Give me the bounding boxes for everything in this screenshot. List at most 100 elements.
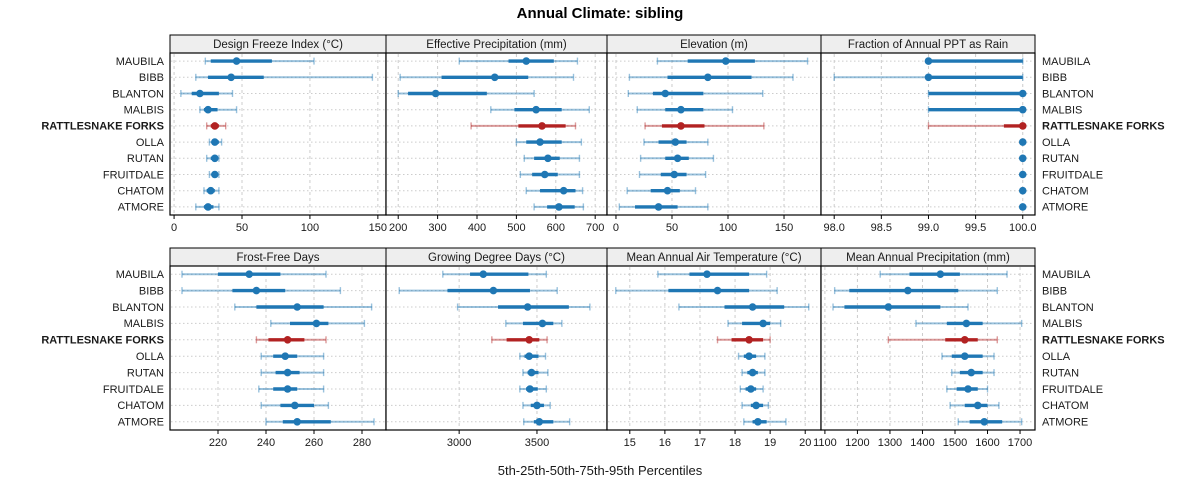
- median-dot: [1018, 154, 1027, 163]
- panel-title: Growing Degree Days (°C): [428, 252, 565, 264]
- site-label: CHATOM: [1042, 400, 1089, 412]
- median-dot: [745, 336, 753, 344]
- axis-tick-label: 1600: [975, 437, 999, 449]
- median-dot: [960, 336, 969, 344]
- error-bar: [398, 286, 558, 295]
- site-labels-left: MAUBILA BIBB BLANTON MALBIS RATTLESNAKE FORK…: [41, 269, 164, 429]
- axis-tick-label: 98.5: [871, 222, 892, 234]
- site-label: RATTLESNAKE FORKS: [1042, 121, 1165, 133]
- panel-mean-annual-precipitation-mm: Mean Annual Precipitation (mm) 1100 1200 13…: [813, 247, 1036, 449]
- median-dot: [904, 286, 912, 295]
- panel-title: Effective Precipitation (mm): [426, 39, 567, 51]
- error-bar: [627, 89, 764, 98]
- axis-tick-label: 220: [209, 437, 227, 449]
- x-axis: 15 16 17 18 19 20: [624, 430, 811, 449]
- median-dot: [670, 170, 679, 179]
- axis-tick-label: 280: [353, 437, 371, 449]
- axis-tick-label: 1700: [1008, 437, 1032, 449]
- gridlines: [173, 54, 379, 214]
- x-axis: 220 240 260 280: [209, 430, 371, 449]
- site-label: CHATOM: [1042, 186, 1089, 198]
- axis-tick-label: 100: [301, 222, 319, 234]
- error-bar: [927, 122, 1027, 130]
- error-bar: [737, 352, 766, 361]
- median-dot: [204, 203, 212, 211]
- gridlines: [217, 267, 363, 429]
- error-bar: [442, 270, 548, 279]
- site-label: MAUBILA: [116, 56, 165, 68]
- axis-tick-label: 3500: [525, 437, 549, 449]
- median-dot: [752, 401, 760, 410]
- median-dot: [1018, 170, 1027, 179]
- error-bar: [195, 73, 374, 82]
- site-label: BIBB: [139, 72, 164, 84]
- median-dot: [283, 368, 292, 377]
- error-bar: [203, 186, 220, 195]
- error-bar: [626, 186, 697, 195]
- percentiles-caption: 5th-25th-50th-75th-95th Percentiles: [497, 463, 703, 478]
- error-bar: [1018, 170, 1027, 179]
- panel-title: Fraction of Annual PPT as Rain: [848, 39, 1008, 51]
- axis-tick-label: 400: [468, 222, 486, 234]
- axis-tick-label: 50: [236, 222, 248, 234]
- error-bar: [887, 336, 998, 344]
- median-dot: [489, 286, 498, 295]
- axis-tick-label: 20: [799, 437, 811, 449]
- median-dot: [555, 203, 563, 211]
- site-label: BLANTON: [1042, 302, 1094, 314]
- axis-tick-label: 1100: [813, 437, 837, 449]
- panel-frost-free-days: Frost-Free Days 220 240 260 280: [169, 247, 387, 449]
- axis-tick-label: 17: [694, 437, 706, 449]
- error-bar: [525, 186, 584, 195]
- median-dot: [232, 57, 241, 65]
- median-dot: [1018, 138, 1027, 146]
- median-dot: [924, 73, 933, 82]
- error-bar: [1018, 203, 1027, 211]
- panel-area: [607, 53, 821, 215]
- site-label: MAUBILA: [1042, 269, 1091, 281]
- median-dot: [673, 154, 682, 163]
- axis-tick-label: 150: [369, 222, 387, 234]
- median-dot: [924, 57, 933, 65]
- error-bar: [927, 89, 1027, 98]
- median-dot: [526, 385, 534, 393]
- median-dot: [211, 122, 219, 130]
- median-dot: [291, 401, 299, 410]
- row-guides: [608, 60, 820, 208]
- median-dot: [536, 138, 544, 146]
- axis-tick-label: 16: [659, 437, 671, 449]
- site-label: MALBIS: [1042, 105, 1082, 117]
- median-dot: [544, 154, 552, 163]
- median-dot: [312, 319, 321, 328]
- axis-tick-label: 700: [586, 222, 604, 234]
- error-bar: [397, 89, 535, 98]
- axis-tick-label: 240: [257, 437, 275, 449]
- axis-tick-label: 600: [547, 222, 565, 234]
- axis-tick-label: 500: [507, 222, 525, 234]
- error-bar: [832, 303, 969, 311]
- median-dot: [523, 303, 532, 311]
- median-dot: [204, 105, 212, 114]
- error-bar: [522, 368, 549, 377]
- error-bar: [678, 303, 810, 311]
- median-dot: [281, 352, 290, 361]
- error-bar: [716, 336, 771, 344]
- axis-tick-label: 100.0: [1009, 222, 1037, 234]
- median-dot: [884, 303, 893, 311]
- median-dot: [538, 122, 546, 130]
- site-label: ATMORE: [1042, 202, 1088, 214]
- error-bar: [519, 352, 547, 361]
- x-axis: 0 50 100 150: [613, 215, 793, 234]
- error-bar: [255, 336, 327, 344]
- site-label: FRUITDALE: [103, 384, 164, 396]
- panel-title: Elevation (m): [680, 39, 748, 51]
- axis-tick-label: 0: [613, 222, 619, 234]
- site-label: BLANTON: [112, 302, 164, 314]
- median-dot: [663, 186, 672, 195]
- error-bar: [204, 57, 315, 65]
- error-bar: [234, 303, 373, 311]
- median-dot: [540, 170, 549, 179]
- median-dot: [532, 105, 540, 114]
- median-dot: [671, 138, 680, 146]
